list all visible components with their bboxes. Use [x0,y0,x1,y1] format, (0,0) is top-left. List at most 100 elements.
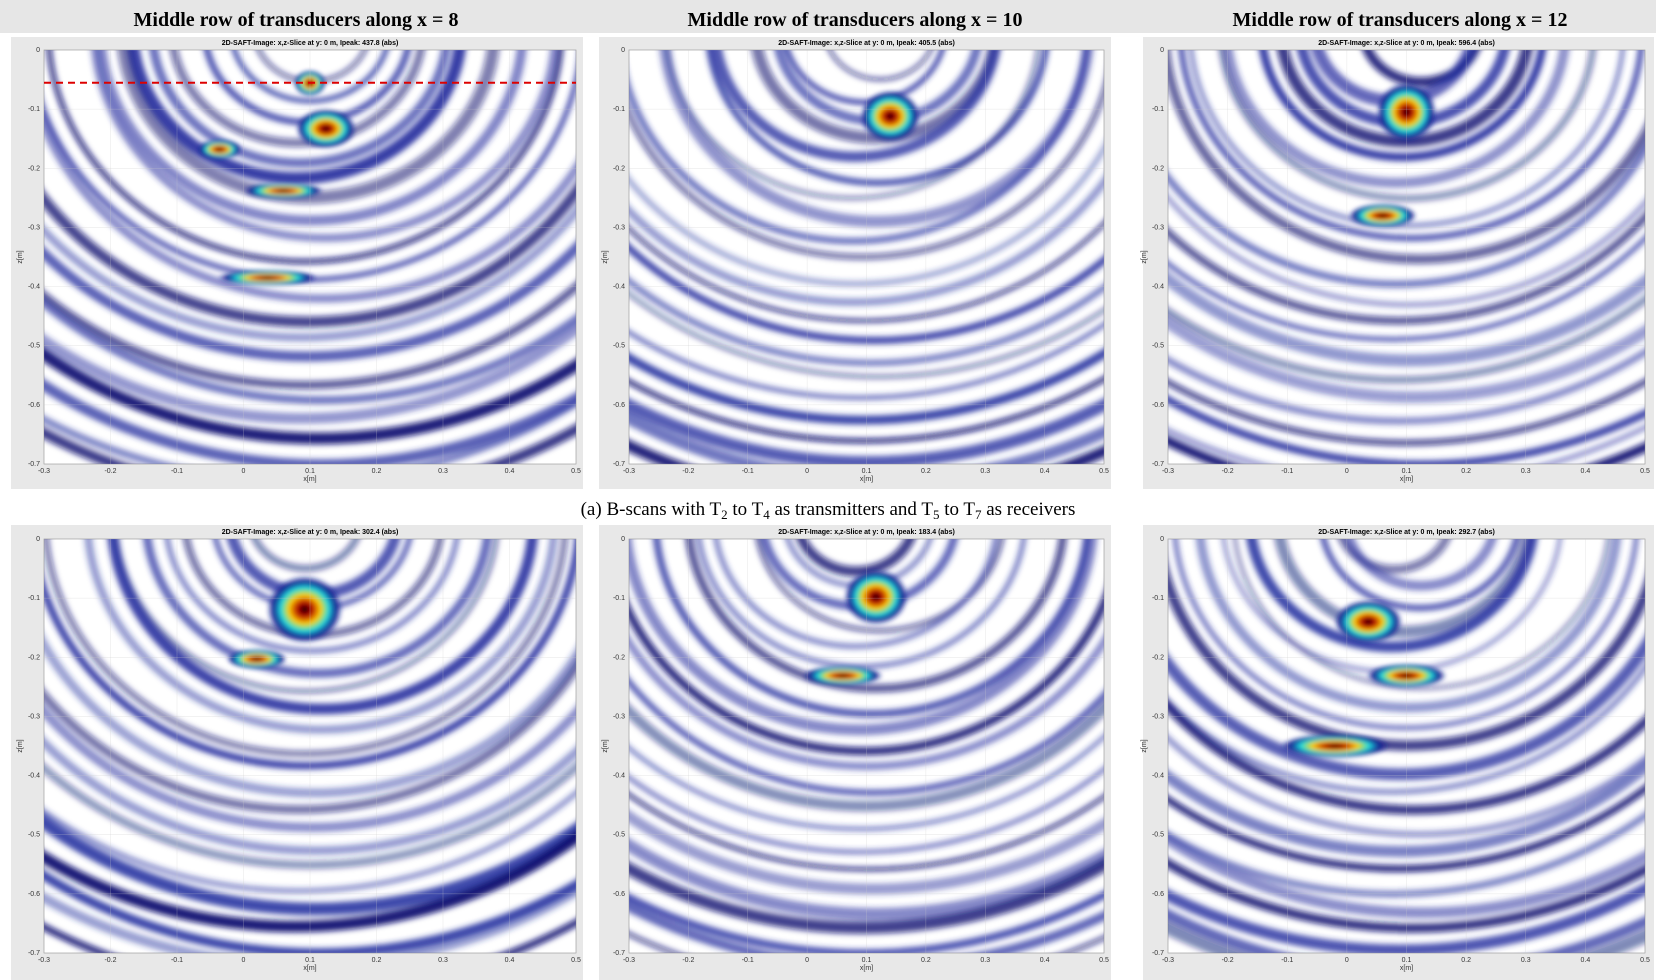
wavefront [1274,539,1533,638]
wavefront [96,50,527,226]
wavefront [1168,833,1645,919]
x-tick-label: -0.2 [682,468,694,475]
x-tick-label: -0.1 [1281,957,1293,964]
y-tick-label: -0.6 [613,891,625,898]
wavefront [1344,539,1497,591]
y-tick-label: -0.7 [28,950,40,957]
y-tick-label: -0.5 [1152,832,1164,839]
wavefront [91,50,559,242]
x-tick-label: -0.2 [682,957,694,964]
x-tick-label: 0 [805,468,809,475]
caption-part: to T [939,499,975,520]
saft-image [44,539,576,953]
x-tick-label: 0.3 [1521,957,1531,964]
x-axis-label: x[m] [1400,476,1413,483]
wavefront [653,539,1091,718]
wavefront [1320,539,1520,612]
y-tick-label: -0.4 [1152,773,1164,780]
hotspot [860,90,921,143]
wavefront [1168,194,1645,308]
hotspot [1348,203,1417,228]
wavefront [1168,784,1645,873]
wavefront [755,539,1005,634]
hotspot [243,182,324,199]
y-tick-label: -0.1 [613,106,625,113]
hotspot [226,649,287,670]
x-axis-label: x[m] [860,965,873,972]
wavefront [629,539,1098,736]
x-tick-label: 0 [1345,957,1349,964]
x-tick-label: 0.5 [571,957,581,964]
x-axis-label: x[m] [1400,965,1413,972]
x-tick-label: 0.3 [438,957,448,964]
y-tick-label: -0.6 [1152,891,1164,898]
caption-part: 7 [975,507,982,522]
wavefront [44,635,576,798]
hotspot [266,575,343,644]
wavefront [84,539,558,734]
wavefront [1168,378,1645,446]
wavefront [149,50,451,168]
wavefronts [1168,539,1645,953]
x-tick-label: 0.3 [438,468,448,475]
panel-subtitle: 2D-SAFT-Image: x,z-Slice at y: 0 m, Ipea… [222,529,399,536]
x-tick-label: 0.4 [1040,957,1050,964]
y-tick-label: -0.6 [28,402,40,409]
wavefront [143,539,492,678]
wavefront [1168,50,1645,264]
wavefront [117,50,500,204]
caption: (a) B-scans with T2 to T4 as transmitter… [581,499,1076,522]
x-tick-label: 0.1 [305,957,315,964]
wavefront [44,830,576,933]
wavefront [1168,760,1645,857]
x-tick-label: 0.1 [862,957,872,964]
wavefront [629,792,1104,872]
y-tick-label: -0.3 [613,224,625,231]
wavefront [685,539,1067,693]
x-tick-label: -0.3 [623,468,635,475]
y-tick-label: -0.2 [1152,654,1164,661]
wavefront [1168,635,1645,781]
x-tick-label: 0.1 [1402,468,1412,475]
wavefront [44,539,568,757]
x-tick-label: 0.4 [505,468,515,475]
x-tick-label: -0.2 [104,468,116,475]
wavefront [1222,50,1570,188]
wavefront [1168,347,1645,425]
x-tick-label: 0.1 [1402,957,1412,964]
y-tick-label: -0.5 [28,343,40,350]
x-tick-label: -0.3 [38,957,50,964]
x-tick-label: 0.2 [372,468,382,475]
x-tick-label: 0.3 [1521,468,1531,475]
wavefront [127,50,466,185]
wavefront [784,50,945,105]
y-tick-label: -0.6 [1152,402,1164,409]
hotspot [1279,734,1390,758]
x-tick-label: 0.2 [1461,468,1471,475]
x-tick-label: 0.1 [862,468,872,475]
wavefront [1218,50,1597,202]
caption-part: 5 [933,507,940,522]
column-title: Middle row of transducers along x = 10 [688,9,1023,31]
wavefront [629,857,1104,934]
y-tick-label: -0.2 [28,654,40,661]
wavefront [46,50,564,265]
hotspot [197,139,242,160]
x-tick-label: -0.3 [1162,468,1174,475]
wavefront [1232,539,1611,691]
saft-image [1168,539,1645,953]
x-axis-label: x[m] [303,476,316,483]
y-tick-label: -0.1 [1152,595,1164,602]
saft-image [629,50,1104,464]
x-tick-label: -0.1 [1281,468,1293,475]
wavefront [164,539,460,654]
hotspot [1334,599,1403,644]
wavefront [629,348,1104,425]
y-tick-label: -0.6 [28,891,40,898]
x-tick-label: 0.3 [980,957,990,964]
x-tick-label: -0.2 [1222,957,1234,964]
x-tick-label: 0.4 [505,957,515,964]
wavefront [629,837,1104,921]
x-tick-label: -0.2 [104,957,116,964]
wavefront [629,322,1104,400]
